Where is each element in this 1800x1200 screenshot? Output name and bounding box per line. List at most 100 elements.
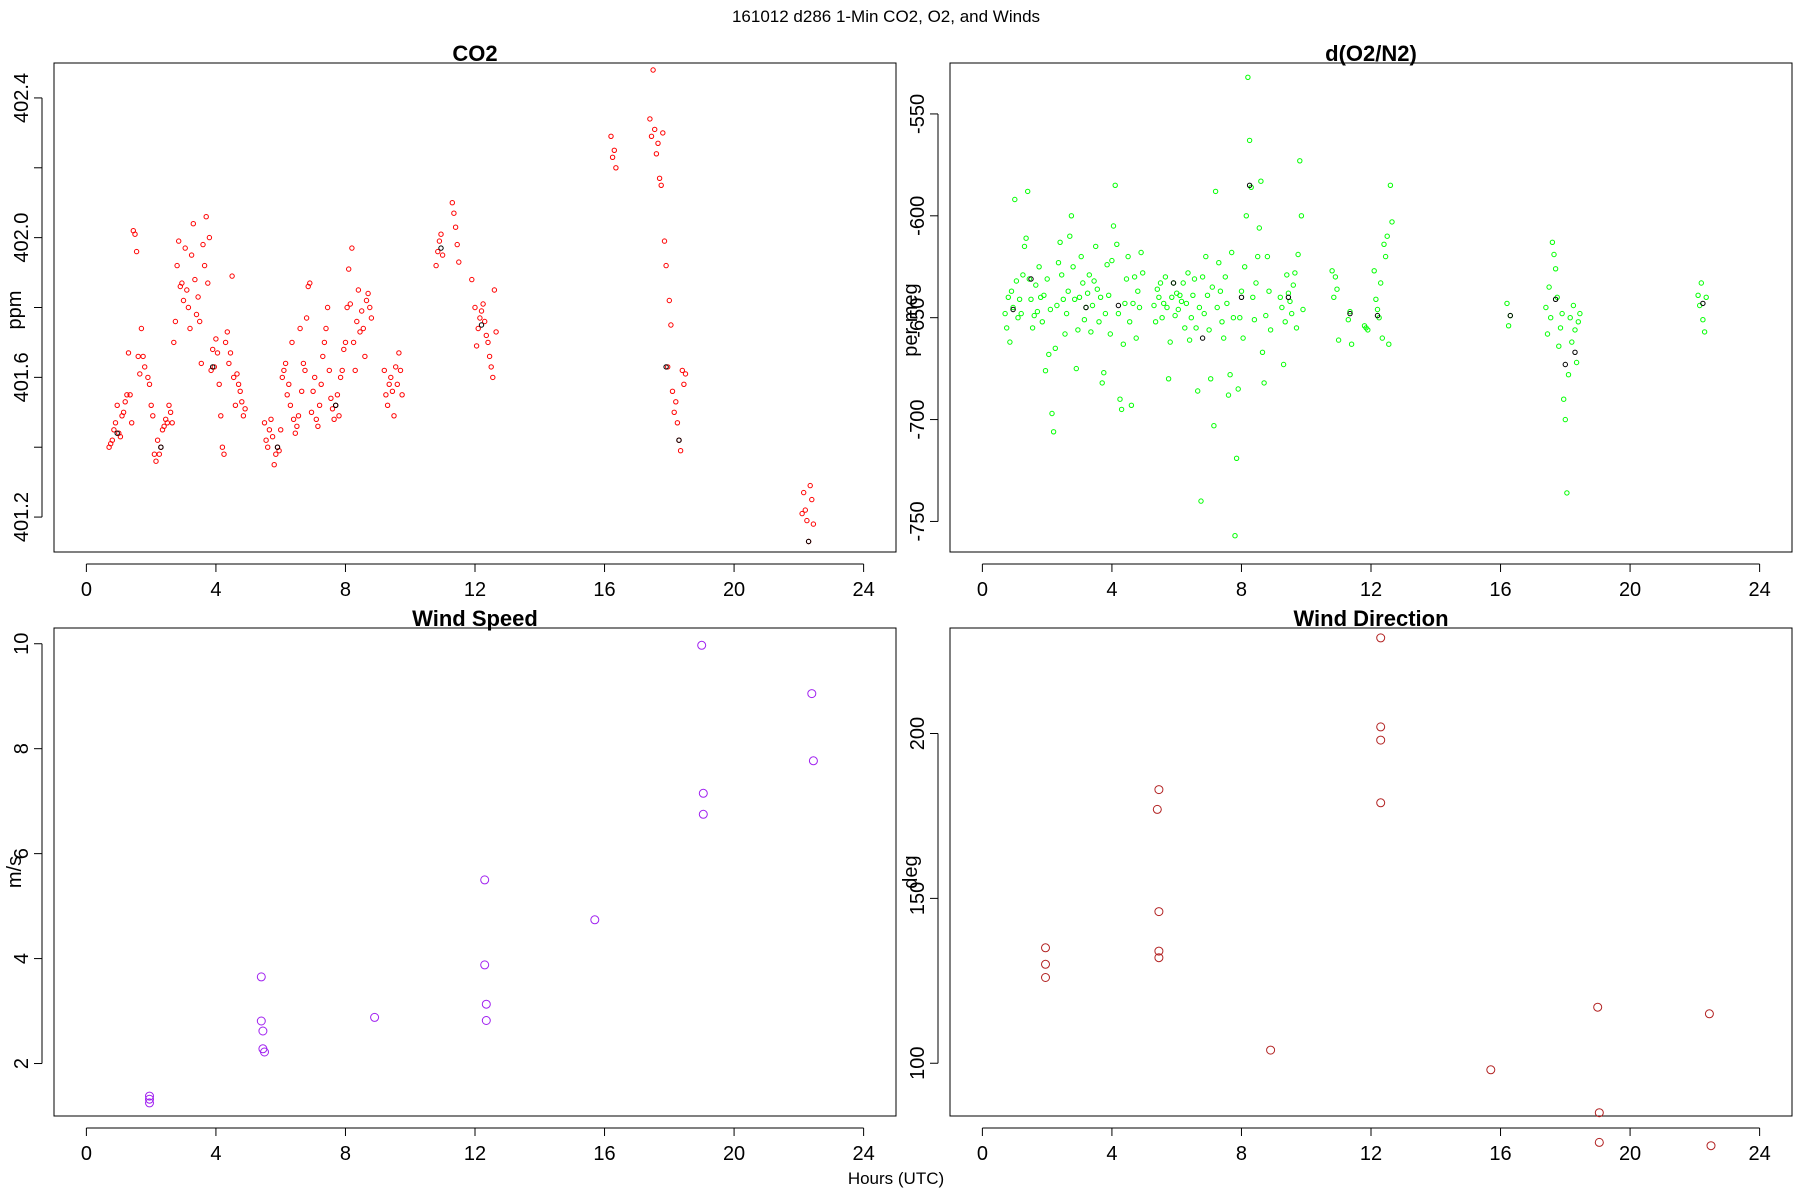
o2-data-point bbox=[1238, 288, 1245, 294]
co2-y-tick-label: 401.6 bbox=[11, 352, 33, 402]
o2-data-point bbox=[1107, 331, 1114, 337]
ws-data-point bbox=[480, 960, 490, 970]
co2-data-point bbox=[661, 238, 668, 244]
co2-data-point bbox=[313, 416, 319, 422]
o2-data-point bbox=[1698, 280, 1705, 286]
co2-data-point bbox=[656, 175, 663, 182]
o2-y-axis-label: per meg bbox=[900, 283, 922, 356]
co2-data-point bbox=[386, 381, 392, 387]
o2-data-point bbox=[1086, 272, 1093, 278]
o2-highlight-point bbox=[1199, 335, 1206, 341]
co2-data-point bbox=[477, 315, 483, 321]
ws-x-tick-label: 0 bbox=[81, 1143, 92, 1165]
o2-data-point bbox=[1154, 286, 1161, 292]
o2-panel-title: d(O2/N2) bbox=[1325, 41, 1417, 66]
o2-data-point bbox=[1097, 294, 1104, 300]
co2-data-point bbox=[132, 231, 138, 237]
o2-data-point bbox=[1263, 312, 1269, 319]
o2-data-point bbox=[1240, 335, 1246, 341]
co2-data-point bbox=[491, 287, 498, 293]
o2-data-point bbox=[1131, 274, 1138, 280]
co2-data-point bbox=[488, 364, 494, 370]
co2-data-point bbox=[367, 304, 373, 311]
o2-data-point bbox=[1084, 290, 1091, 296]
co2-data-point bbox=[271, 462, 277, 468]
o2-data-point bbox=[1044, 276, 1050, 282]
co2-data-point bbox=[290, 416, 297, 422]
o2-data-point bbox=[1544, 331, 1551, 337]
co2-data-point bbox=[232, 402, 239, 408]
o2-data-point bbox=[1099, 380, 1105, 386]
co2-data-point bbox=[231, 374, 237, 381]
o2-data-point bbox=[1389, 219, 1395, 225]
ws-data-point bbox=[808, 756, 818, 766]
o2-data-point bbox=[1229, 249, 1235, 256]
co2-data-point bbox=[201, 262, 208, 269]
co2-data-point bbox=[362, 353, 368, 360]
co2-data-point bbox=[384, 402, 391, 408]
co2-data-point bbox=[315, 423, 321, 429]
ws-data-point bbox=[256, 972, 266, 982]
o2-data-point bbox=[1253, 280, 1259, 286]
o2-data-point bbox=[1195, 388, 1201, 394]
co2-data-point bbox=[224, 329, 231, 335]
x-axis-label: Hours (UTC) bbox=[848, 1169, 944, 1188]
co2-data-point bbox=[804, 517, 810, 524]
o2-data-point bbox=[1175, 306, 1182, 313]
o2-data-point bbox=[1549, 239, 1556, 246]
o2-data-point bbox=[1255, 253, 1261, 260]
o2-data-point bbox=[1279, 304, 1285, 311]
co2-data-point bbox=[278, 427, 284, 433]
co2-data-point bbox=[355, 287, 362, 293]
o2-data-point bbox=[1293, 325, 1300, 331]
o2-x-tick-label: 20 bbox=[1619, 579, 1641, 601]
co2-data-point bbox=[435, 248, 441, 255]
o2-data-point bbox=[1057, 239, 1063, 246]
o2-data-point bbox=[1034, 308, 1041, 315]
o2-data-point bbox=[1020, 272, 1026, 278]
o2-data-point bbox=[1162, 274, 1169, 280]
co2-data-point bbox=[391, 413, 397, 419]
ws-x-tick-label: 4 bbox=[210, 1143, 221, 1165]
wd-data-point bbox=[1376, 722, 1386, 732]
co2-data-point bbox=[451, 210, 457, 216]
co2-data-point bbox=[166, 402, 172, 408]
co2-data-point bbox=[439, 252, 446, 258]
co2-data-point bbox=[151, 451, 158, 457]
wd-data-point bbox=[1376, 798, 1386, 808]
o2-plot-frame bbox=[949, 62, 1793, 553]
o2-data-point bbox=[1561, 396, 1567, 402]
co2-data-point bbox=[286, 381, 292, 387]
co2-x-tick-label: 0 bbox=[81, 579, 92, 601]
o2-data-point bbox=[1198, 498, 1204, 504]
o2-data-point bbox=[1209, 284, 1216, 290]
co2-data-point bbox=[668, 322, 674, 328]
co2-data-point bbox=[117, 434, 124, 440]
co2-data-point bbox=[266, 427, 273, 433]
co2-data-point bbox=[161, 423, 167, 429]
wind-speed-y-axis-label: m/s bbox=[4, 856, 26, 888]
co2-data-point bbox=[216, 381, 222, 387]
co2-data-point bbox=[388, 374, 394, 381]
co2-data-point bbox=[389, 388, 396, 394]
o2-data-point bbox=[1381, 241, 1387, 248]
co2-data-point bbox=[381, 367, 387, 374]
o2-data-point bbox=[1211, 423, 1217, 429]
o2-data-point bbox=[1169, 294, 1175, 300]
wd-data-point bbox=[1041, 973, 1050, 982]
o2-data-point bbox=[1235, 386, 1241, 392]
o2-data-point bbox=[1203, 253, 1209, 260]
wd-data-point bbox=[1154, 946, 1164, 956]
co2-data-point bbox=[112, 420, 119, 426]
co2-data-point bbox=[242, 406, 248, 412]
o2-data-point bbox=[1266, 288, 1272, 294]
co2-data-point bbox=[312, 374, 318, 381]
co2-data-point bbox=[472, 304, 478, 311]
co2-data-point bbox=[354, 318, 360, 325]
o2-data-point bbox=[1329, 268, 1335, 274]
o2-data-point bbox=[1214, 304, 1220, 311]
co2-data-point bbox=[456, 259, 462, 265]
co2-data-point bbox=[120, 409, 127, 415]
o2-data-point bbox=[1151, 302, 1157, 309]
